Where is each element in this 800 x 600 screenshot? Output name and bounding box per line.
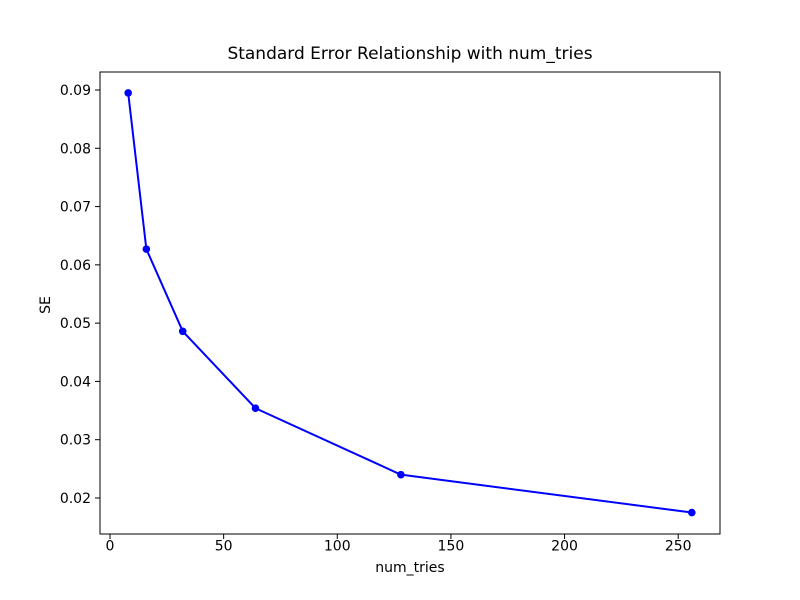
x-tick-label: 150 xyxy=(438,539,465,555)
x-tick-label: 250 xyxy=(665,539,692,555)
x-axis-label: num_tries xyxy=(375,560,445,576)
data-point xyxy=(124,89,132,97)
x-tick-label: 100 xyxy=(324,539,351,555)
y-tick-label: 0.09 xyxy=(60,83,91,99)
data-point xyxy=(397,470,405,479)
y-tick-label: 0.08 xyxy=(60,141,91,157)
x-tick-label: 50 xyxy=(215,539,233,555)
data-point xyxy=(688,508,696,517)
x-tick-label: 0 xyxy=(106,539,115,555)
y-tick-label: 0.06 xyxy=(60,258,91,274)
data-point xyxy=(142,245,151,253)
y-tick-label: 0.03 xyxy=(60,433,91,449)
y-tick-label: 0.02 xyxy=(60,491,91,507)
x-tick-label: 200 xyxy=(551,539,578,555)
y-tick-label: 0.07 xyxy=(60,200,91,216)
y-tick-label: 0.05 xyxy=(60,316,91,332)
chart-title: Standard Error Relationship with num_tri… xyxy=(227,44,593,64)
data-point xyxy=(178,327,187,336)
data-point xyxy=(251,404,260,413)
series-line xyxy=(127,92,692,514)
plot-border xyxy=(99,71,721,535)
y-tick-label: 0.04 xyxy=(60,374,91,390)
